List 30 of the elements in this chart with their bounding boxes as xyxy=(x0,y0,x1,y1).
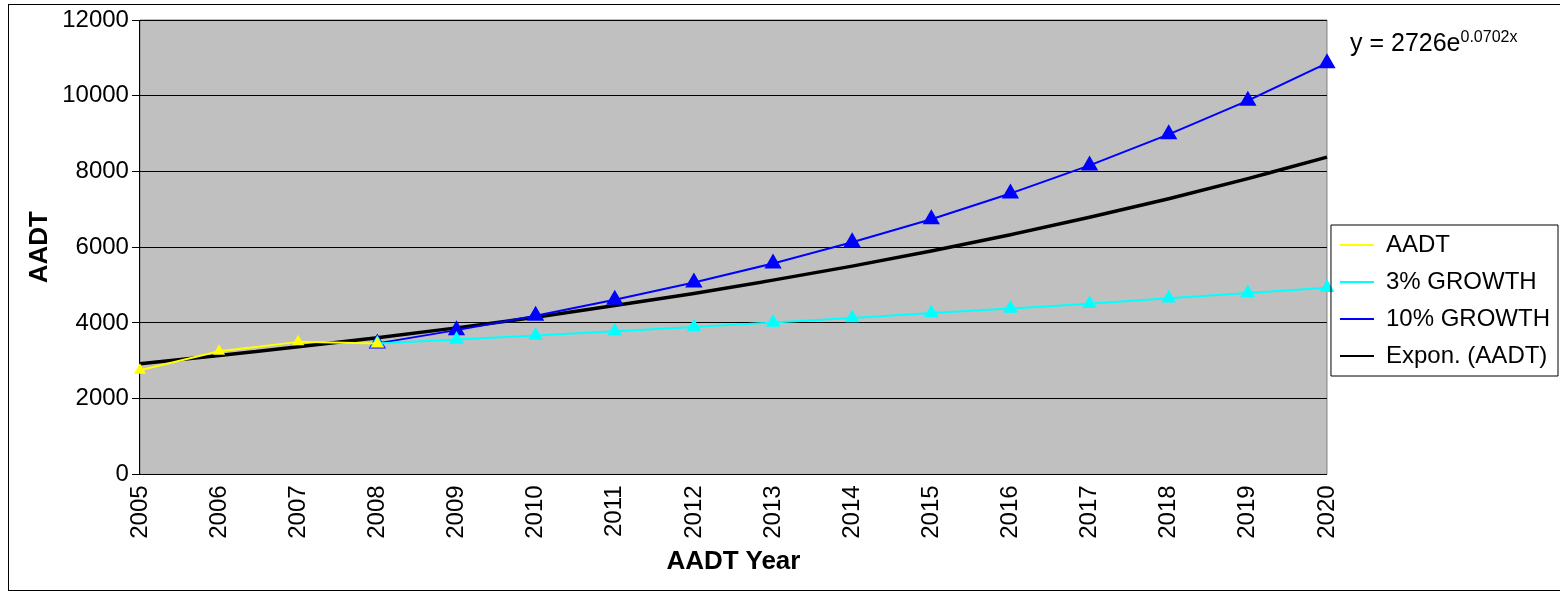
x-axis-title: AADT Year xyxy=(666,544,801,575)
x-tick-label: 2013 xyxy=(757,485,785,539)
legend-label: AADT xyxy=(1385,229,1451,257)
x-tick-label: 2018 xyxy=(1153,485,1181,539)
y-axis-title: AADT xyxy=(22,210,53,284)
text: y = 2726e$^{0.0702x}$ xyxy=(1350,28,1518,58)
y-tick-label: 10000 xyxy=(62,80,129,108)
y-tick-label: 12000 xyxy=(62,4,129,32)
x-tick-label: 2017 xyxy=(1074,485,1102,539)
x-tick-label: 2015 xyxy=(915,485,943,539)
x-tick-label: 2016 xyxy=(995,485,1023,539)
x-tick-label: 2010 xyxy=(520,485,548,539)
y-tick-label: 8000 xyxy=(75,156,129,184)
x-tick-label: 2005 xyxy=(124,485,152,539)
y-tick-label: 2000 xyxy=(75,383,129,411)
x-tick-label: 2008 xyxy=(361,485,389,539)
x-tick-label: 2019 xyxy=(1232,485,1260,539)
y-tick-label: 4000 xyxy=(75,307,129,335)
y-tick-label: 0 xyxy=(115,459,129,487)
x-tick-label: 2011 xyxy=(599,485,627,538)
x-tick-label: 2020 xyxy=(1311,485,1339,539)
x-tick-label: 2014 xyxy=(836,485,864,539)
x-tick-label: 2012 xyxy=(678,485,706,539)
x-tick-label: 2009 xyxy=(441,485,469,539)
legend-label: Expon. (AADT) xyxy=(1385,340,1548,368)
legend-label: 10% GROWTH xyxy=(1385,303,1550,331)
x-tick-label: 2007 xyxy=(282,485,310,539)
y-tick-label: 6000 xyxy=(75,231,129,259)
legend-label: 3% GROWTH xyxy=(1385,266,1537,294)
x-tick-label: 2006 xyxy=(203,485,231,539)
